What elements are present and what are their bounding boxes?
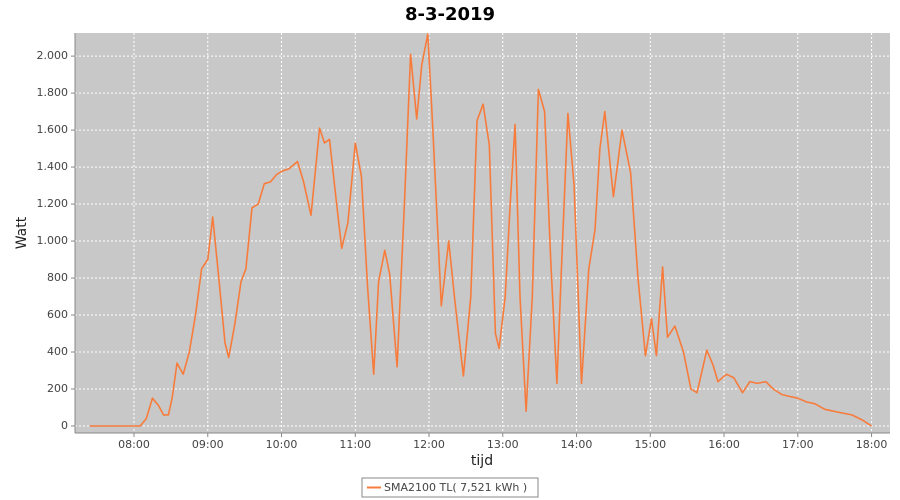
y-tick-label: 1.000 [37,234,69,247]
x-tick-label: 14:00 [561,438,593,451]
x-axis-label: tijd [471,453,493,469]
x-tick-label: 17:00 [782,438,814,451]
y-tick-label: 600 [47,308,68,321]
series-line [89,33,873,427]
y-tick-label: 1.400 [37,160,69,173]
y-tick-label: 200 [47,382,68,395]
legend-label: SMA2100 TL( 7,521 kWh ) [384,481,527,494]
x-tick-label: 16:00 [708,438,740,451]
y-tick-label: 800 [47,271,68,284]
x-tick-label: 08:00 [118,438,150,451]
x-tick-label: 09:00 [192,438,224,451]
x-tick-label: 10:00 [266,438,298,451]
y-tick-label: 1.800 [37,86,69,99]
chart-title: 8-3-2019 [405,4,495,25]
y-tick-label: 400 [47,345,68,358]
y-tick-label: 0 [61,419,68,432]
y-axis-label: Watt [14,216,30,249]
x-tick-label: 15:00 [634,438,666,451]
y-tick-label: 2.000 [37,49,69,62]
x-tick-label: 12:00 [413,438,445,451]
x-tick-label: 13:00 [487,438,519,451]
legend-box [361,477,539,498]
y-tick-label: 1.600 [37,123,69,136]
x-tick-label: 18:00 [856,438,888,451]
y-tick-label: 1.200 [37,197,69,210]
x-tick-label: 11:00 [339,438,371,451]
